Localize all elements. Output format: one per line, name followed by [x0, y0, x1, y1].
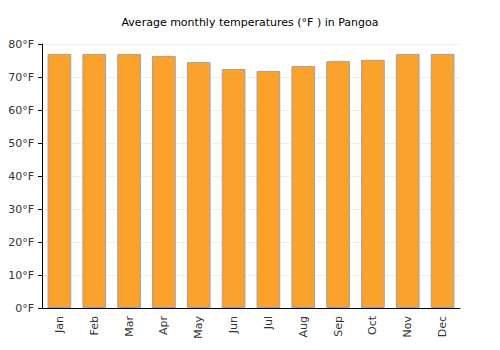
- svg-text:70°F: 70°F: [8, 71, 34, 84]
- svg-text:10°F: 10°F: [8, 269, 34, 282]
- svg-text:40°F: 40°F: [8, 170, 34, 183]
- svg-text:Aug: Aug: [297, 316, 310, 337]
- svg-text:Oct: Oct: [366, 315, 379, 335]
- svg-text:30°F: 30°F: [8, 203, 34, 216]
- svg-text:50°F: 50°F: [8, 137, 34, 150]
- svg-text:Jul: Jul: [262, 316, 275, 330]
- svg-text:Dec: Dec: [436, 316, 449, 337]
- svg-text:May: May: [192, 316, 205, 339]
- svg-text:Mar: Mar: [123, 316, 136, 337]
- svg-text:Apr: Apr: [157, 316, 170, 336]
- svg-text:Feb: Feb: [88, 316, 101, 335]
- svg-text:Jun: Jun: [227, 316, 240, 334]
- svg-text:0°F: 0°F: [15, 302, 34, 315]
- svg-text:Jan: Jan: [53, 316, 66, 334]
- svg-text:Sep: Sep: [332, 316, 345, 337]
- svg-text:60°F: 60°F: [8, 104, 34, 117]
- svg-text:Average monthly temperatures (: Average monthly temperatures (°F ) in Pa…: [121, 16, 378, 29]
- svg-text:Nov: Nov: [401, 316, 414, 338]
- svg-text:20°F: 20°F: [8, 236, 34, 249]
- svg-text:80°F: 80°F: [8, 38, 34, 51]
